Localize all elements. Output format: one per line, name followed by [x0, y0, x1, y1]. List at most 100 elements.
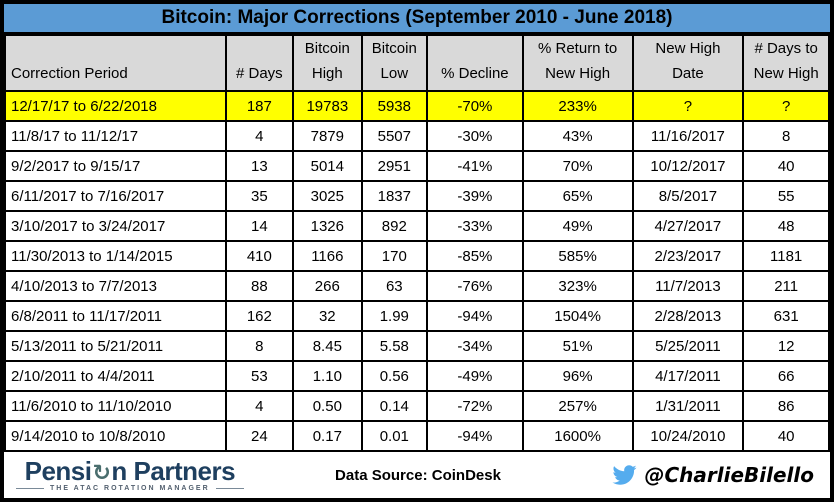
- table-cell: 96%: [521, 360, 634, 392]
- table-cell: 170: [360, 240, 429, 272]
- table-cell: 257%: [521, 390, 634, 422]
- table-cell: ?: [742, 90, 830, 122]
- table-cell: 1504%: [521, 300, 634, 332]
- table-row: 11/30/2013 to 1/14/2015 410 1166 170 -85% 585…: [4, 240, 830, 272]
- table-cell: 5.58: [360, 330, 429, 362]
- table-cell: 12/17/17 to 6/22/2018: [4, 90, 227, 122]
- table-cell: 0.50: [292, 390, 363, 422]
- table-cell: 43%: [521, 120, 634, 152]
- table-row: 5/13/2011 to 5/21/2011 8 8.45 5.58 -34% 51% 5/…: [4, 330, 830, 362]
- twitter-handle: @CharlieBilello: [644, 463, 814, 487]
- table-cell: -41%: [426, 150, 524, 182]
- table-row: 6/8/2011 to 11/17/2011 162 32 1.99 -94% 1504%…: [4, 300, 830, 332]
- footer: Pensi↻n Partners THE ATAC ROTATION MANAG…: [4, 452, 830, 498]
- table-cell: -94%: [426, 300, 524, 332]
- table-cell: 2/10/2011 to 4/4/2011: [4, 360, 227, 392]
- tagline-rule-right: [215, 488, 244, 489]
- table-cell: 4/27/2017: [631, 210, 745, 242]
- table-cell: 323%: [521, 270, 634, 302]
- table-cell: -34%: [426, 330, 524, 362]
- table-cell: -30%: [426, 120, 524, 152]
- table-cell: 70%: [521, 150, 634, 182]
- table-cell: -85%: [426, 240, 524, 272]
- table-cell: 48: [742, 210, 830, 242]
- corrections-table: Correction Period # Days Bitcoin High Bitcoi…: [4, 34, 830, 452]
- table-cell: 4/17/2011: [631, 360, 745, 392]
- table-cell: 6/11/2017 to 7/16/2017: [4, 180, 227, 212]
- table-cell: 8: [742, 120, 830, 152]
- table-cell: 5014: [292, 150, 363, 182]
- table-cell: 49%: [521, 210, 634, 242]
- table-cell: 8: [224, 330, 295, 362]
- column-header: Bitcoin High: [292, 34, 363, 92]
- data-source-label: Data Source: CoinDesk: [335, 466, 501, 484]
- table-cell: 0.01: [360, 420, 429, 452]
- table-cell: 211: [742, 270, 830, 302]
- table-row: 9/2/2017 to 9/15/17 13 5014 2951 -41% 70% 10/1…: [4, 150, 830, 182]
- table-cell: 1326: [292, 210, 363, 242]
- table-row: 3/10/2017 to 3/24/2017 14 1326 892 -33% 49% 4/…: [4, 210, 830, 242]
- table-cell: -49%: [426, 360, 524, 392]
- table-cell: 13: [224, 150, 295, 182]
- table-cell: -94%: [426, 420, 524, 452]
- column-header: % Return to New High: [521, 34, 634, 92]
- table-row: 4/10/2013 to 7/7/2013 88 266 63 -76% 323% 11/7…: [4, 270, 830, 302]
- logo-text: Pensi↻n Partners: [24, 456, 236, 487]
- table-cell: 1837: [360, 180, 429, 212]
- table-cell: 1/31/2011: [631, 390, 745, 422]
- table-cell: 5/13/2011 to 5/21/2011: [4, 330, 227, 362]
- logo-text-before: Pensi: [24, 456, 92, 486]
- table-cell: 2951: [360, 150, 429, 182]
- table-row: 2/10/2011 to 4/4/2011 53 1.10 0.56 -49% 96% 4/…: [4, 360, 830, 392]
- table-cell: 585%: [521, 240, 634, 272]
- table-cell: -33%: [426, 210, 524, 242]
- table-cell: 11/6/2010 to 11/10/2010: [4, 390, 227, 422]
- table-cell: 5507: [360, 120, 429, 152]
- twitter-attribution: @CharlieBilello: [610, 463, 820, 487]
- table-cell: -76%: [426, 270, 524, 302]
- table-cell: 40: [742, 150, 830, 182]
- table-cell: 4: [224, 390, 295, 422]
- table-cell: 0.14: [360, 390, 429, 422]
- table-cell: 10/24/2010: [631, 420, 745, 452]
- table-cell: 162: [224, 300, 295, 332]
- table-cell: 12: [742, 330, 830, 362]
- column-header: # Days: [224, 34, 295, 92]
- table-body: 12/17/17 to 6/22/2018 187 19783 5938 -70% 233…: [4, 90, 830, 452]
- table-row: 12/17/17 to 6/22/2018 187 19783 5938 -70% 233…: [4, 90, 830, 122]
- table-cell: 4/10/2013 to 7/7/2013: [4, 270, 227, 302]
- tagline-rule-left: [16, 488, 44, 489]
- table-row: 11/8/17 to 11/12/17 4 7879 5507 -30% 43% 11/16…: [4, 120, 830, 152]
- table-cell: 410: [224, 240, 295, 272]
- table-cell: 5938: [360, 90, 429, 122]
- table-cell: 187: [224, 90, 295, 122]
- logo-tagline: THE ATAC ROTATION MANAGER: [50, 485, 210, 492]
- table-cell: 19783: [292, 90, 363, 122]
- table-cell: 65%: [521, 180, 634, 212]
- table-cell: 7879: [292, 120, 363, 152]
- table-cell: 1181: [742, 240, 830, 272]
- table-cell: 40: [742, 420, 830, 452]
- table-cell: 1166: [292, 240, 363, 272]
- pension-partners-logo: Pensi↻n Partners THE ATAC ROTATION MANAG…: [16, 458, 244, 492]
- column-header: % Decline: [426, 34, 524, 92]
- table-cell: 11/7/2013: [631, 270, 745, 302]
- column-header: Bitcoin Low: [360, 34, 429, 92]
- table-cell: 2/28/2013: [631, 300, 745, 332]
- table-cell: 51%: [521, 330, 634, 362]
- table-cell: 11/16/2017: [631, 120, 745, 152]
- table-cell: 14: [224, 210, 295, 242]
- table-cell: 4: [224, 120, 295, 152]
- table-cell: 1.10: [292, 360, 363, 392]
- logo-text-after: n Partners: [111, 456, 236, 486]
- table-cell: 631: [742, 300, 830, 332]
- table-cell: ?: [631, 90, 745, 122]
- table-cell: 10/12/2017: [631, 150, 745, 182]
- table-cell: 0.17: [292, 420, 363, 452]
- rotation-icon: ↻: [92, 461, 111, 486]
- table-cell: 55: [742, 180, 830, 212]
- table-cell: 35: [224, 180, 295, 212]
- table-cell: 3025: [292, 180, 363, 212]
- table-cell: 1600%: [521, 420, 634, 452]
